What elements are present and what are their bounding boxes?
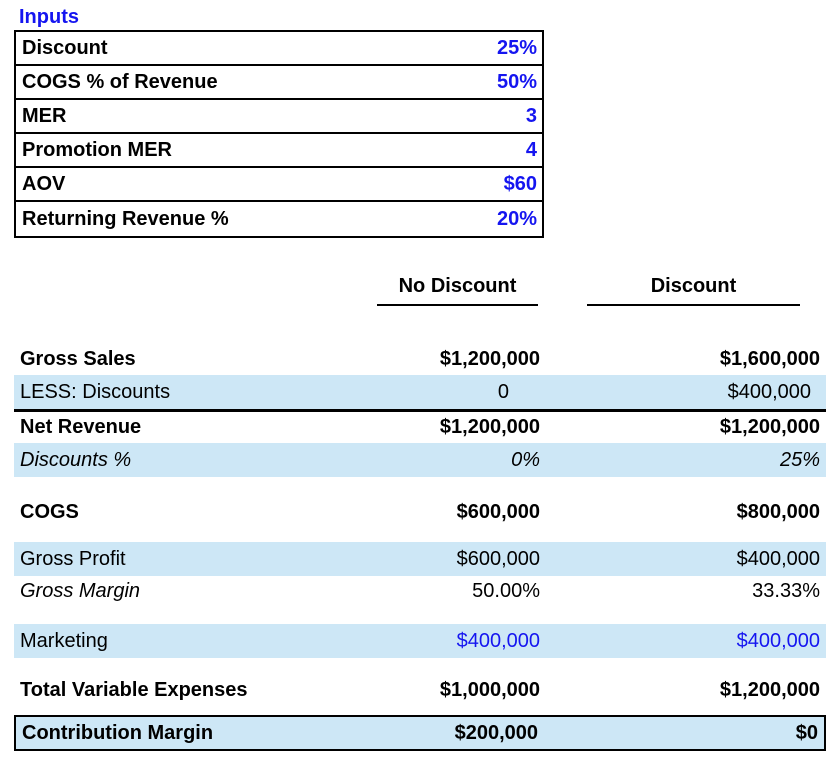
input-row: Promotion MER 4: [16, 134, 542, 168]
table-row: Contribution Margin $200,000 $0: [14, 715, 826, 751]
input-row: Returning Revenue % 20%: [16, 202, 542, 236]
table-row: Discounts % 0% 25%: [14, 443, 826, 477]
table-row: COGS $600,000 $800,000: [14, 497, 826, 528]
value-cell-discount: $800,000: [736, 501, 820, 523]
column-header-discount: Discount: [587, 275, 800, 306]
value-cell-no-discount: $1,200,000: [439, 348, 540, 370]
input-row: AOV $60: [16, 168, 542, 202]
value-cell-discount: $1,200,000: [719, 416, 820, 438]
input-label: AOV: [22, 172, 66, 195]
inputs-table: Discount 25% COGS % of Revenue 50% MER 3 Promo…: [14, 30, 544, 238]
row-label: Gross Sales: [20, 348, 136, 370]
inputs-section-title: Inputs: [19, 6, 79, 28]
row-label: Contribution Margin: [22, 721, 214, 744]
input-value-cell[interactable]: 20%: [496, 207, 537, 230]
table-row: Gross Sales $1,200,000 $1,600,000: [14, 344, 826, 375]
value-cell-no-discount: $200,000: [454, 721, 538, 744]
input-row: Discount 25%: [16, 32, 542, 66]
table-row: Gross Margin 50.00% 33.33%: [14, 576, 826, 607]
value-cell-no-discount: 50.00%: [472, 580, 540, 602]
row-label: Marketing: [20, 629, 108, 652]
row-label: Discounts %: [20, 448, 132, 471]
input-value-cell[interactable]: $60: [503, 172, 537, 195]
table-row: Total Variable Expenses $1,000,000 $1,200,…: [14, 675, 826, 706]
value-cell-no-discount: $600,000: [456, 547, 540, 570]
input-label: COGS % of Revenue: [22, 70, 218, 93]
value-cell-discount: $400,000: [736, 547, 820, 570]
value-cell-discount: 25%: [779, 448, 820, 471]
table-row: Marketing $400,000 $400,000: [14, 624, 826, 658]
row-label: Gross Profit: [20, 547, 126, 570]
input-label: Promotion MER: [22, 138, 172, 161]
table-row: Net Revenue $1,200,000 $1,200,000: [14, 412, 826, 443]
input-value-cell[interactable]: 50%: [496, 70, 537, 93]
input-value-cell[interactable]: 25%: [496, 36, 537, 59]
value-cell-discount: 33.33%: [752, 580, 820, 602]
row-label: Gross Margin: [20, 580, 141, 602]
comparison-table: No Discount Discount Gross Sales $1,200,0…: [14, 275, 826, 751]
input-row: COGS % of Revenue 50%: [16, 66, 542, 100]
row-label: COGS: [20, 501, 79, 523]
value-cell-no-discount[interactable]: $400,000: [456, 629, 540, 652]
input-value-cell[interactable]: 4: [525, 138, 537, 161]
value-cell-no-discount: $600,000: [456, 501, 540, 523]
row-label: LESS: Discounts: [20, 380, 171, 403]
row-label: Total Variable Expenses: [20, 679, 248, 701]
value-cell-no-discount: $1,200,000: [439, 416, 540, 438]
value-cell-discount: $400,000: [727, 380, 811, 403]
comparison-rows: Gross Sales $1,200,000 $1,600,000 LESS: Dis…: [14, 344, 826, 751]
value-cell-no-discount: 0: [497, 380, 509, 403]
table-row: Gross Profit $600,000 $400,000: [14, 542, 826, 576]
input-row: MER 3: [16, 100, 542, 134]
comparison-header-row: No Discount Discount: [14, 275, 826, 306]
input-label: MER: [22, 104, 67, 127]
value-cell-no-discount: 0%: [511, 448, 540, 471]
input-label: Discount: [22, 36, 108, 59]
column-header-no-discount: No Discount: [377, 275, 538, 306]
input-value-cell[interactable]: 3: [525, 104, 537, 127]
value-cell-discount: $0: [795, 721, 818, 744]
row-label: Net Revenue: [20, 416, 142, 438]
table-row: LESS: Discounts 0 $400,000: [14, 375, 826, 412]
value-cell-discount[interactable]: $400,000: [736, 629, 820, 652]
value-cell-no-discount: $1,000,000: [439, 679, 540, 701]
value-cell-discount: $1,600,000: [719, 348, 820, 370]
input-label: Returning Revenue %: [22, 207, 229, 230]
value-cell-discount: $1,200,000: [719, 679, 820, 701]
